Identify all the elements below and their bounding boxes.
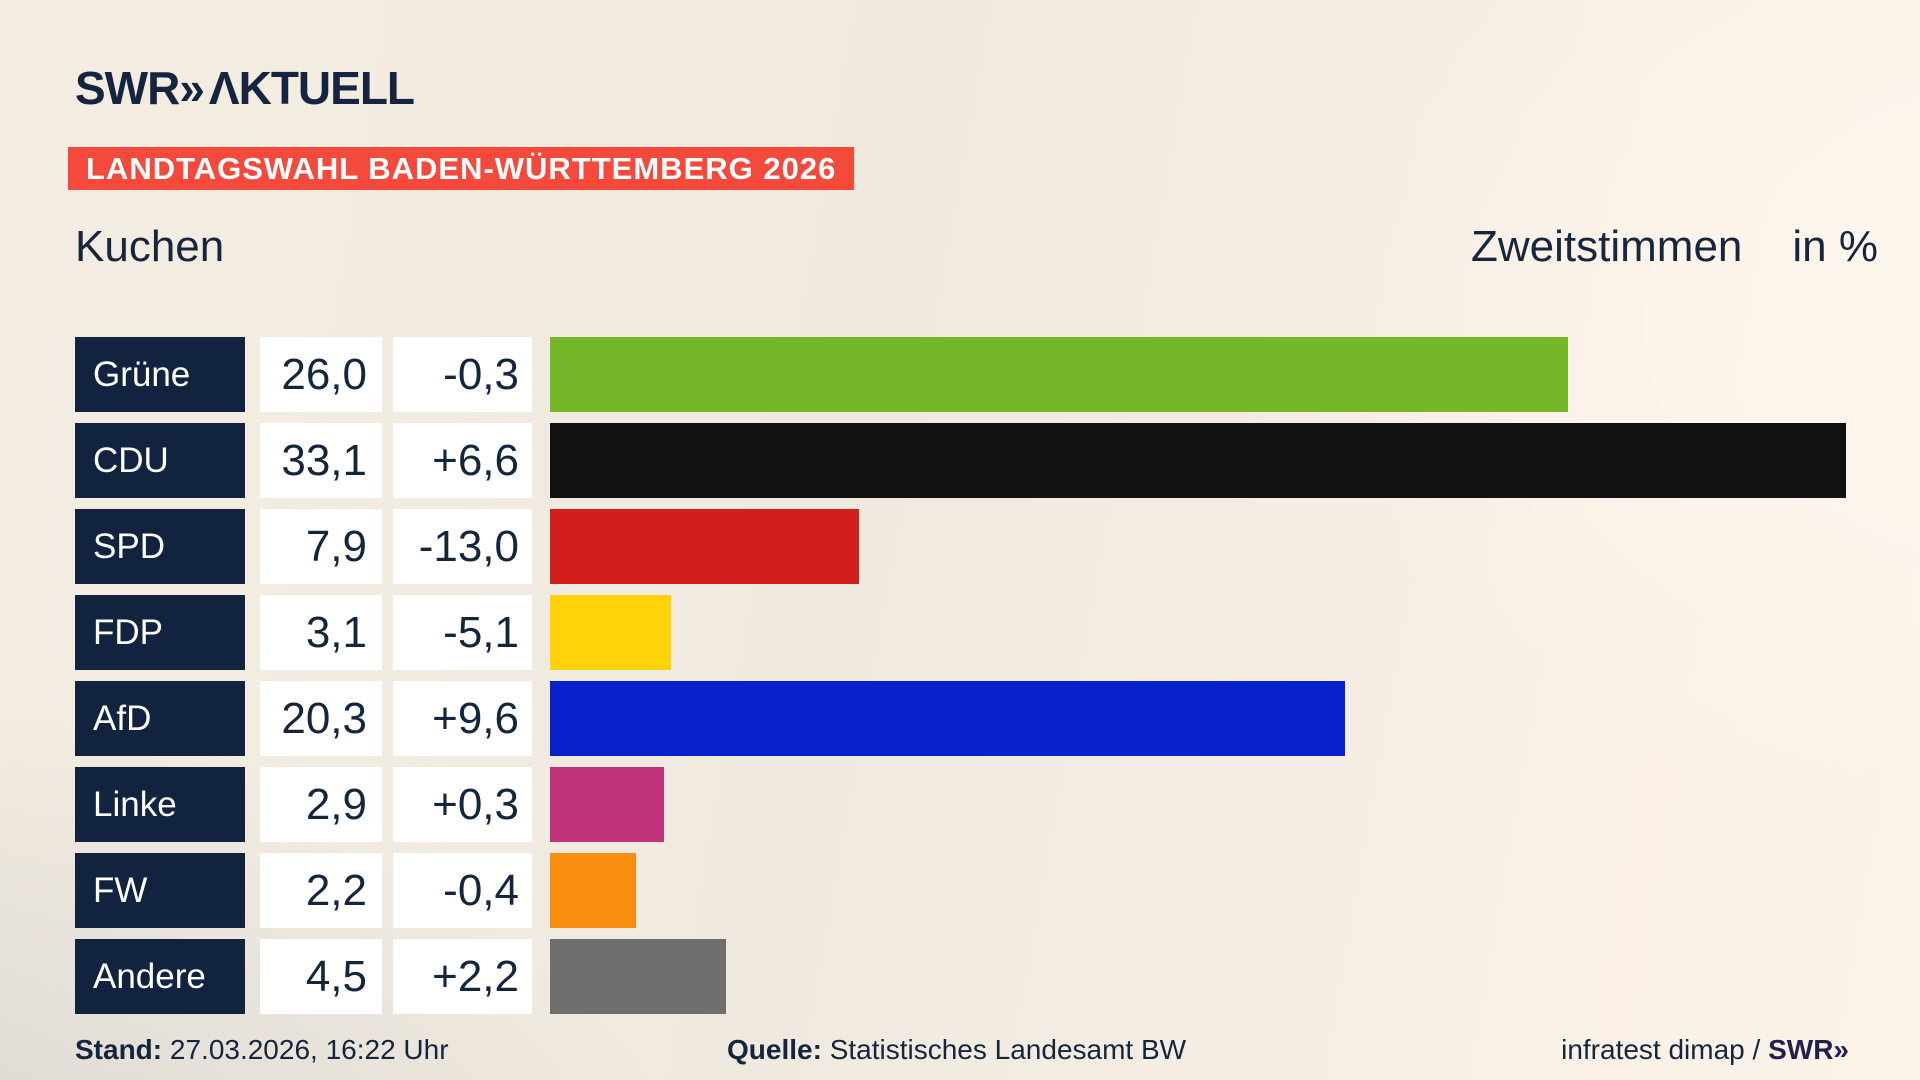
results-bar-chart: Grüne 26,0 -0,3 CDU 33,1 +6,6 SPD 7,9 -1… — [75, 337, 1920, 1014]
party-label: Linke — [75, 767, 245, 842]
party-label: Grüne — [75, 337, 245, 412]
party-value: 7,9 — [260, 509, 382, 584]
unit-label: in % — [1792, 222, 1878, 271]
stand-info: Stand: 27.03.2026, 16:22 Uhr — [75, 1030, 449, 1070]
party-bar — [550, 939, 727, 1014]
party-value: 4,5 — [260, 939, 382, 1014]
party-diff: -13,0 — [393, 509, 532, 584]
source-label: Quelle: — [727, 1034, 822, 1065]
party-row: FW 2,2 -0,4 — [75, 853, 1920, 928]
party-bar — [550, 595, 672, 670]
bar-area — [550, 509, 1920, 584]
party-bar — [550, 509, 860, 584]
party-diff: -0,4 — [393, 853, 532, 928]
party-bar — [550, 767, 664, 842]
bar-area — [550, 767, 1920, 842]
bar-area — [550, 337, 1920, 412]
party-row: Grüne 26,0 -0,3 — [75, 337, 1920, 412]
party-diff: +6,6 — [393, 423, 532, 498]
party-row: CDU 33,1 +6,6 — [75, 423, 1920, 498]
party-diff: +0,3 — [393, 767, 532, 842]
party-bar — [550, 337, 1568, 412]
party-label: SPD — [75, 509, 245, 584]
credit-info: infratest dimap / SWR» — [1561, 1030, 1849, 1070]
party-label: FW — [75, 853, 245, 928]
stand-value: 27.03.2026, 16:22 Uhr — [162, 1034, 449, 1065]
source-info: Quelle: Statistisches Landesamt BW — [727, 1030, 1186, 1070]
party-label: Andere — [75, 939, 245, 1014]
party-bar — [550, 681, 1345, 756]
party-label: AfD — [75, 681, 245, 756]
party-label: CDU — [75, 423, 245, 498]
party-diff: +9,6 — [393, 681, 532, 756]
bar-area — [550, 853, 1920, 928]
party-label: FDP — [75, 595, 245, 670]
region-title: Kuchen — [75, 222, 225, 271]
party-value: 3,1 — [260, 595, 382, 670]
swr-chevrons-icon: » — [179, 62, 205, 114]
party-row: SPD 7,9 -13,0 — [75, 509, 1920, 584]
party-value: 2,9 — [260, 767, 382, 842]
bar-area — [550, 681, 1920, 756]
party-row: FDP 3,1 -5,1 — [75, 595, 1920, 670]
party-value: 2,2 — [260, 853, 382, 928]
party-diff: -0,3 — [393, 337, 532, 412]
bar-area — [550, 939, 1920, 1014]
party-row: Linke 2,9 +0,3 — [75, 767, 1920, 842]
party-value: 33,1 — [260, 423, 382, 498]
party-value: 26,0 — [260, 337, 382, 412]
swr-wordmark: SWR — [75, 62, 180, 114]
party-row: Andere 4,5 +2,2 — [75, 939, 1920, 1014]
credit-swr-chevrons-icon: » — [1833, 1034, 1848, 1065]
bar-area — [550, 423, 1920, 498]
party-value: 20,3 — [260, 681, 382, 756]
party-diff: +2,2 — [393, 939, 532, 1014]
election-banner: LANDTAGSWAHL BADEN-WÜRTTEMBERG 2026 — [68, 147, 855, 190]
party-bar — [550, 853, 637, 928]
bar-area — [550, 595, 1920, 670]
party-diff: -5,1 — [393, 595, 532, 670]
party-row: AfD 20,3 +9,6 — [75, 681, 1920, 756]
vote-type-label: Zweitstimmen — [1471, 222, 1743, 271]
aktuell-wordmark: ΛKTUELL — [208, 62, 415, 114]
swr-aktuell-logo: SWR» ΛKTUELL — [75, 62, 415, 114]
stand-label: Stand: — [75, 1034, 163, 1065]
party-bar — [550, 423, 1846, 498]
vote-type-title: Zweitstimmen in % — [1471, 222, 1878, 272]
credit-swr-logo: SWR» — [1768, 1034, 1849, 1065]
credit-swr-wordmark: SWR — [1768, 1034, 1834, 1065]
credit-text: infratest dimap / — [1561, 1034, 1769, 1065]
source-value: Statistisches Landesamt BW — [821, 1034, 1187, 1065]
